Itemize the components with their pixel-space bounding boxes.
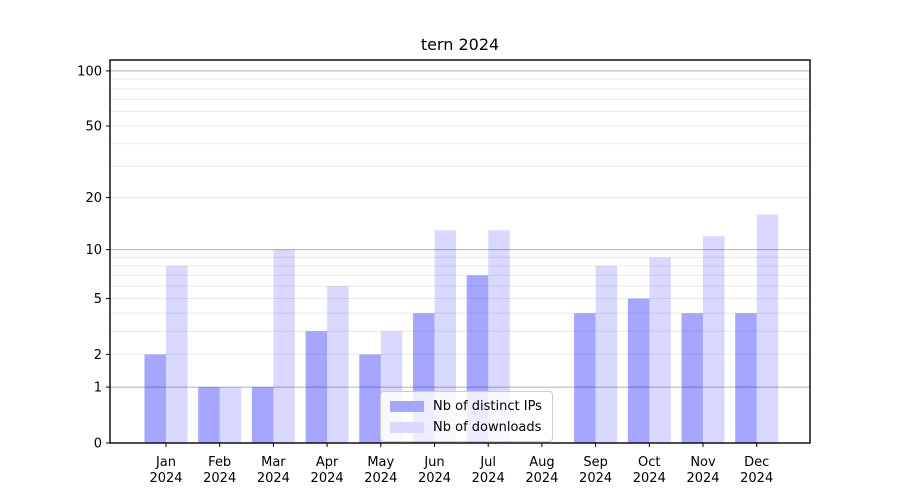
bar-jun-series1 xyxy=(434,230,456,443)
x-tick-label-year: 2024 xyxy=(257,471,290,486)
legend: Nb of distinct IPs Nb of downloads xyxy=(380,391,553,442)
bar-nov-series0 xyxy=(681,313,703,443)
legend-label-downloads: Nb of downloads xyxy=(433,419,542,435)
x-tick-label-year: 2024 xyxy=(740,471,773,486)
legend-swatch-distinct-ips xyxy=(390,400,424,412)
bar-sep-series1 xyxy=(595,265,618,443)
x-tick-label-month: Jan xyxy=(155,455,176,470)
x-tick-label-year: 2024 xyxy=(525,471,558,486)
y-tick-label: 0 xyxy=(94,437,102,452)
x-tick-label-year: 2024 xyxy=(203,471,236,486)
x-tick-label-month: Mar xyxy=(261,455,286,470)
bar-nov-series1 xyxy=(703,236,725,443)
bar-dec-series0 xyxy=(735,313,757,443)
bar-jan-series1 xyxy=(166,265,188,443)
x-tick-label-year: 2024 xyxy=(149,471,182,486)
x-tick-label-year: 2024 xyxy=(633,471,666,486)
plot-frame xyxy=(109,59,811,444)
bar-sep-series0 xyxy=(574,313,596,443)
x-tick-label-month: Jul xyxy=(479,455,496,470)
bar-feb-series1 xyxy=(219,387,242,443)
legend-item-distinct-ips: Nb of distinct IPs xyxy=(390,397,542,415)
x-tick-label-year: 2024 xyxy=(472,471,505,486)
bar-feb-series0 xyxy=(198,387,220,443)
y-tick-label: 20 xyxy=(85,191,102,206)
bar-apr-series0 xyxy=(305,331,328,443)
bar-mar-series1 xyxy=(273,249,295,443)
y-tick-label: 5 xyxy=(94,292,102,307)
bar-jul-series1 xyxy=(488,230,510,443)
bar-oct-series0 xyxy=(627,298,650,443)
legend-item-downloads: Nb of downloads xyxy=(390,418,542,436)
chart-title: tern 2024 xyxy=(420,35,500,54)
y-tick-label: 1 xyxy=(94,381,102,396)
x-tick-label-month: May xyxy=(367,455,394,470)
x-tick-label-month: Nov xyxy=(690,455,716,470)
bar-oct-series1 xyxy=(649,257,671,443)
x-tick-label-month: Sep xyxy=(583,455,608,470)
x-tick-label-month: Oct xyxy=(638,455,660,470)
y-tick-label: 2 xyxy=(94,348,102,363)
x-tick-label-year: 2024 xyxy=(579,471,612,486)
bar-jan-series0 xyxy=(144,354,166,443)
bar-dec-series1 xyxy=(756,214,779,443)
bar-apr-series1 xyxy=(327,286,349,443)
x-tick-label-month: Jun xyxy=(423,455,444,470)
bar-mar-series0 xyxy=(251,387,274,443)
x-tick-label-year: 2024 xyxy=(311,471,344,486)
x-tick-label-month: Aug xyxy=(529,455,554,470)
x-tick-label-month: Apr xyxy=(316,455,339,470)
x-tick-label-year: 2024 xyxy=(418,471,451,486)
x-tick-label-month: Feb xyxy=(208,455,231,470)
bar-may-series0 xyxy=(359,354,381,443)
x-tick-label-month: Dec xyxy=(744,455,769,470)
y-tick-label: 100 xyxy=(77,64,102,79)
x-tick-label-year: 2024 xyxy=(364,471,397,486)
y-tick-label: 10 xyxy=(85,243,102,258)
y-tick-label: 50 xyxy=(85,119,102,134)
legend-label-distinct-ips: Nb of distinct IPs xyxy=(433,398,542,414)
x-tick-label-year: 2024 xyxy=(686,471,719,486)
legend-swatch-downloads xyxy=(390,421,424,433)
